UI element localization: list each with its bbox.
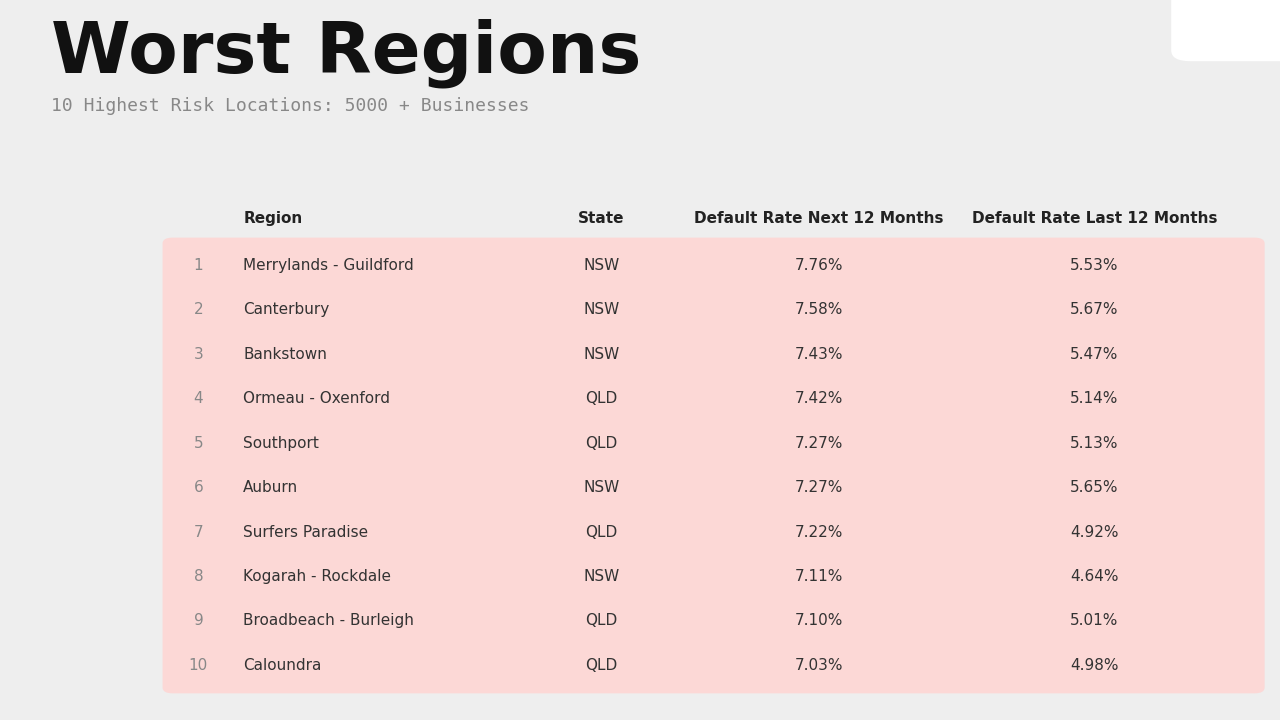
Text: NSW: NSW: [584, 347, 620, 362]
Text: 10: 10: [188, 658, 209, 673]
Text: NSW: NSW: [584, 569, 620, 584]
Text: 5.65%: 5.65%: [1070, 480, 1119, 495]
Text: QLD: QLD: [585, 525, 618, 539]
Text: 3: 3: [193, 347, 204, 362]
Text: 9: 9: [193, 613, 204, 629]
Text: Auburn: Auburn: [243, 480, 298, 495]
Text: Canterbury: Canterbury: [243, 302, 329, 318]
Text: QLD: QLD: [585, 436, 618, 451]
Text: Region: Region: [243, 212, 302, 226]
Text: 4.64%: 4.64%: [1070, 569, 1119, 584]
Text: 5: 5: [193, 436, 204, 451]
Text: 7.43%: 7.43%: [795, 347, 844, 362]
Text: Surfers Paradise: Surfers Paradise: [243, 525, 369, 539]
Text: Default Rate Last 12 Months: Default Rate Last 12 Months: [972, 212, 1217, 226]
Text: Kogarah - Rockdale: Kogarah - Rockdale: [243, 569, 392, 584]
Text: Ormeau - Oxenford: Ormeau - Oxenford: [243, 392, 390, 406]
Text: Merrylands - Guildford: Merrylands - Guildford: [243, 258, 413, 273]
Text: 7.10%: 7.10%: [795, 613, 844, 629]
Text: 2: 2: [193, 302, 204, 318]
Text: Caloundra: Caloundra: [243, 658, 321, 673]
Text: 7: 7: [193, 525, 204, 539]
Text: Broadbeach - Burleigh: Broadbeach - Burleigh: [243, 613, 413, 629]
Text: 7.11%: 7.11%: [795, 569, 844, 584]
Text: 7.27%: 7.27%: [795, 436, 844, 451]
Text: Worst Regions: Worst Regions: [51, 18, 641, 88]
Text: 5.53%: 5.53%: [1070, 258, 1119, 273]
Text: 1: 1: [193, 258, 204, 273]
Text: QLD: QLD: [585, 658, 618, 673]
Text: 7.22%: 7.22%: [795, 525, 844, 539]
Text: 5.13%: 5.13%: [1070, 436, 1119, 451]
Text: 5.47%: 5.47%: [1070, 347, 1119, 362]
Text: Southport: Southport: [243, 436, 319, 451]
Text: 4.92%: 4.92%: [1070, 525, 1119, 539]
Text: Bankstown: Bankstown: [243, 347, 328, 362]
Text: NSW: NSW: [584, 258, 620, 273]
Text: NSW: NSW: [584, 302, 620, 318]
Text: 5.67%: 5.67%: [1070, 302, 1119, 318]
Text: 7.03%: 7.03%: [795, 658, 844, 673]
Text: 5.01%: 5.01%: [1070, 613, 1119, 629]
Text: QLD: QLD: [585, 392, 618, 406]
Text: Default Rate Next 12 Months: Default Rate Next 12 Months: [695, 212, 943, 226]
Text: 10 Highest Risk Locations: 5000 + Businesses: 10 Highest Risk Locations: 5000 + Busine…: [51, 97, 530, 115]
Text: 4.98%: 4.98%: [1070, 658, 1119, 673]
Text: State: State: [579, 212, 625, 226]
Text: 7.58%: 7.58%: [795, 302, 844, 318]
Text: NSW: NSW: [584, 480, 620, 495]
Text: 5.14%: 5.14%: [1070, 392, 1119, 406]
Text: QLD: QLD: [585, 613, 618, 629]
Text: 4: 4: [193, 392, 204, 406]
Text: 7.76%: 7.76%: [795, 258, 844, 273]
Text: 8: 8: [193, 569, 204, 584]
Text: 7.42%: 7.42%: [795, 392, 844, 406]
Text: 6: 6: [193, 480, 204, 495]
Text: 7.27%: 7.27%: [795, 480, 844, 495]
